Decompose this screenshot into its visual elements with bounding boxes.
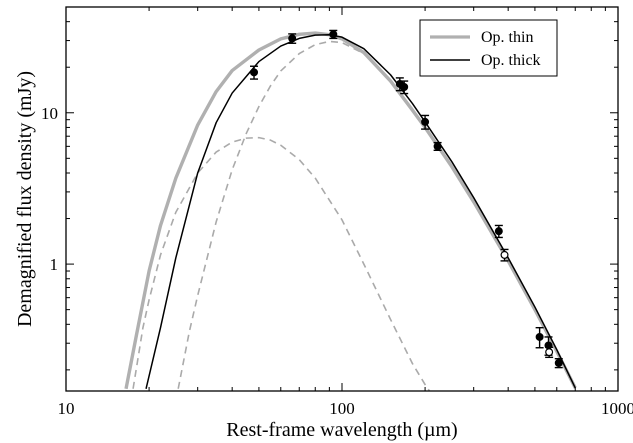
data-points: [250, 29, 563, 369]
x-tick-label-100: 100: [329, 399, 355, 418]
dashed-component-curve-2: [177, 40, 576, 390]
data-point-1: [288, 34, 297, 43]
data-point-8: [500, 250, 509, 259]
x-tick-label-10: 10: [58, 399, 75, 418]
tick-labels: 10 100 1000 1 10: [41, 104, 633, 418]
data-point-0: [250, 68, 259, 77]
data-point-12: [554, 359, 563, 368]
data-point-2: [329, 30, 338, 39]
y-axis-title: Demagnified flux density (mJy): [14, 71, 36, 327]
dashed-component-curve-3: [132, 136, 431, 391]
x-axis-title: Rest-frame wavelength (µm): [226, 419, 457, 441]
legend: Op. thin Op. thick: [419, 19, 558, 77]
data-point-4: [400, 83, 409, 92]
legend-label-op-thick: Op. thick: [481, 52, 541, 69]
y-tick-label-1: 1: [50, 255, 59, 274]
curves: [124, 31, 577, 391]
x-tick-label-1000: 1000: [601, 399, 633, 418]
series-line-op-thin: [124, 31, 577, 390]
legend-label-op-thin: Op. thin: [481, 29, 533, 46]
data-point-9: [535, 332, 544, 341]
axis-ticks: [65, 6, 619, 391]
series-line-op-thick: [145, 33, 576, 389]
legend-box: [419, 19, 558, 77]
y-tick-label-10: 10: [41, 104, 58, 123]
data-point-11: [545, 348, 554, 357]
data-point-7: [494, 227, 503, 236]
data-point-5: [421, 117, 430, 126]
data-point-6: [433, 142, 442, 151]
